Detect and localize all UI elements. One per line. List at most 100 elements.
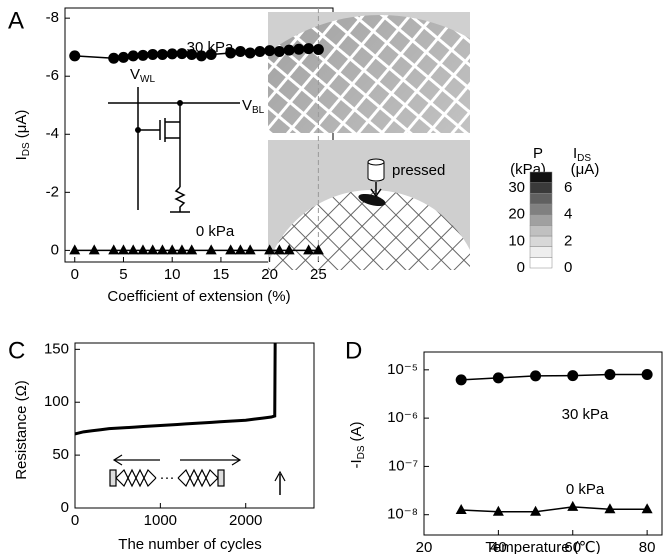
series-label: 30 kPa: [562, 406, 609, 423]
marker: [303, 244, 315, 255]
x-tick-label: 15: [213, 266, 230, 283]
x-tick-label: 10: [164, 266, 181, 283]
y-axis-label: IDS(μA): [13, 110, 32, 161]
marker: [147, 48, 159, 60]
colorbar-tick-label: 30: [508, 179, 525, 196]
x-tick-label: 20: [261, 266, 278, 283]
marker: [176, 244, 188, 255]
colorbar-step: [529, 203, 553, 215]
colorbar-tick-label: 20: [508, 206, 525, 223]
colorbar-unit: (μA): [571, 161, 600, 178]
y-axis-label: -IDS(A): [348, 421, 367, 468]
plot-frame: [74, 342, 315, 509]
y-tick-label: 50: [52, 446, 69, 463]
marker: [567, 500, 579, 511]
marker: [127, 244, 139, 255]
series-label: 0 kPa: [196, 223, 235, 240]
x-tick-label: 80: [639, 539, 656, 554]
colorbar-step: [529, 171, 553, 183]
marker: [312, 44, 324, 56]
circuit-label: VWL: [130, 66, 155, 85]
colorbar-tick-label: 0: [517, 259, 525, 276]
series-label: 0 kPa: [566, 481, 605, 498]
x-axis-label: Coefficient of extension (%): [107, 288, 290, 305]
marker: [604, 503, 616, 514]
colorbar-tick-label: 2: [564, 232, 572, 249]
circuit-label: VBL: [242, 97, 265, 116]
marker: [641, 369, 653, 381]
y-tick-label: 10⁻⁸: [387, 506, 418, 523]
x-tick-label: 2000: [229, 512, 262, 529]
marker: [264, 45, 276, 57]
marker: [604, 369, 616, 381]
x-tick-label: 25: [310, 266, 327, 283]
marker: [166, 48, 178, 60]
x-axis-label: The number of cycles: [118, 536, 261, 553]
marker: [156, 244, 168, 255]
x-axis-label: Temperature (℃): [485, 539, 600, 554]
colorbar-step: [529, 246, 553, 258]
marker: [303, 43, 315, 55]
colorbar-tick-label: 4: [564, 206, 572, 223]
marker: [147, 244, 159, 255]
marker: [156, 48, 168, 60]
circuit: [108, 87, 240, 213]
marker: [244, 244, 256, 255]
marker: [244, 47, 256, 59]
panel-letter: D: [345, 337, 362, 364]
marker: [567, 370, 579, 382]
marker: [264, 244, 276, 255]
y-axis-label: Resistance (Ω): [13, 380, 30, 480]
marker: [166, 244, 178, 255]
marker: [273, 46, 285, 58]
y-tick-label: -8: [46, 9, 59, 26]
marker: [186, 48, 198, 60]
x-tick-label: 20: [416, 539, 433, 554]
y-tick-label: -4: [46, 125, 59, 142]
series-line: [461, 506, 648, 513]
marker: [186, 244, 198, 255]
marker: [254, 46, 266, 58]
y-tick-label: -2: [46, 183, 59, 200]
circuit-node: [135, 127, 141, 133]
marker: [225, 47, 237, 59]
marker: [455, 374, 467, 386]
x-tick-label: 5: [119, 266, 127, 283]
annotation: pressed: [392, 162, 445, 179]
marker: [108, 244, 120, 255]
marker: [225, 244, 237, 255]
marker: [530, 505, 542, 516]
marker: [530, 370, 542, 382]
x-tick-label: 1000: [144, 512, 177, 529]
marker: [283, 244, 295, 255]
colorbar-step: [529, 225, 553, 237]
press-icon: [367, 158, 385, 198]
colorbar-title: IDS: [573, 145, 591, 164]
marker: [283, 44, 295, 56]
panel-letter: C: [8, 337, 25, 364]
y-tick-label: 10⁻⁷: [388, 457, 418, 474]
series-label: 30 kPa: [187, 39, 234, 56]
y-tick-label: 0: [51, 241, 59, 258]
panel-letter: A: [8, 7, 24, 34]
ellipsis: ···: [160, 469, 175, 486]
marker: [117, 51, 129, 63]
marker: [312, 244, 324, 255]
marker: [455, 504, 467, 515]
x-tick-label: 0: [71, 512, 79, 529]
series-line: [461, 373, 648, 381]
colorbar-step: [529, 235, 553, 247]
marker: [234, 46, 246, 58]
y-tick-label: 100: [44, 393, 69, 410]
marker: [195, 50, 207, 62]
marker: [137, 244, 149, 255]
y-tick-label: 150: [44, 340, 69, 357]
colorbar-step: [529, 214, 553, 226]
colorbar-tick-label: 10: [508, 232, 525, 249]
colorbar-step: [529, 182, 553, 194]
y-tick-label: 10⁻⁶: [387, 409, 418, 426]
colorbar-tick-label: 6: [564, 179, 572, 196]
marker: [69, 244, 81, 255]
marker: [117, 244, 129, 255]
